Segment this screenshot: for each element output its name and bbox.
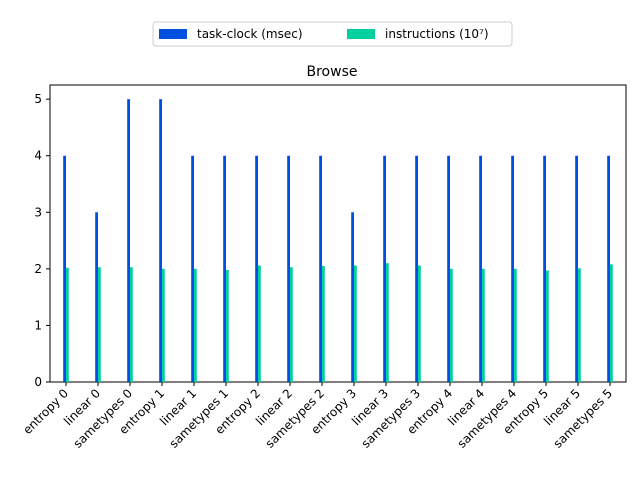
legend-label-instructions: instructions (10⁷) [385,27,489,41]
bar-task-clock [447,155,450,382]
bar-task-clock [543,155,546,382]
x-tick-label: entropy 0 [20,386,71,437]
y-tick-label: 1 [34,318,42,332]
bar-instructions [546,270,549,382]
bar-instructions [514,268,517,382]
bar-instructions [290,267,293,382]
bar-task-clock [607,155,610,382]
bar-task-clock [319,155,322,382]
bar-task-clock [127,99,130,383]
bar-instructions [450,268,453,382]
legend-label-task-clock: task-clock (msec) [197,27,303,41]
bar-task-clock [383,155,386,382]
bar-task-clock [575,155,578,382]
chart-title: Browse [307,64,358,80]
y-tick-label: 5 [34,92,42,106]
plot-area [49,84,627,383]
bar-task-clock [415,155,418,382]
bar-task-clock [255,155,258,382]
bar-instructions [610,264,613,382]
y-tick-label: 2 [34,262,42,276]
bar-instructions [66,267,69,382]
bar-instructions [354,265,357,382]
bar-instructions [418,265,421,382]
bar-instructions [386,263,389,382]
y-axis: 0 1 2 3 4 5 [34,92,50,389]
bar-instructions [226,269,229,382]
bar-task-clock [223,155,226,382]
bar-task-clock [159,99,162,383]
bars [63,99,613,383]
bar-task-clock [287,155,290,382]
bar-task-clock [63,155,66,382]
bar-instructions [482,268,485,382]
bar-task-clock [479,155,482,382]
bar-instructions [162,268,165,382]
legend: task-clock (msec) instructions (10⁷) [152,21,513,47]
bar-instructions [322,266,325,382]
y-tick-label: 0 [34,375,42,389]
legend-swatch-instructions [347,29,375,39]
bar-task-clock [511,155,514,382]
y-tick-label: 4 [34,149,42,163]
legend-frame [152,21,513,47]
bar-instructions [98,267,101,382]
bar-instructions [258,265,261,382]
y-tick-label: 3 [34,205,42,219]
bar-task-clock [191,155,194,382]
bar-task-clock [95,212,98,382]
bar-task-clock [351,212,354,382]
legend-swatch-task-clock [159,29,187,39]
bar-instructions [578,268,581,382]
bar-instructions [194,268,197,382]
bar-instructions [130,267,133,382]
plot-frame [49,84,627,383]
